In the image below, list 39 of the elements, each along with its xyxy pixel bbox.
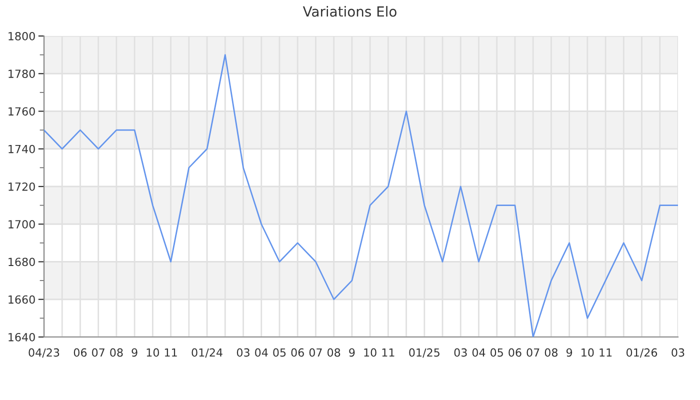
y-tick-label: 1740 <box>8 144 35 154</box>
x-tick-label: 01/26 <box>626 348 658 358</box>
y-tick-label: 1760 <box>8 107 35 116</box>
x-tick-label: 01/24 <box>192 348 222 358</box>
x-tick-label: 08 <box>110 348 123 357</box>
x-tick-label: 9 <box>566 348 572 357</box>
x-tick-label: 07 <box>526 348 540 357</box>
y-tick-label: 1700 <box>8 220 35 229</box>
x-tick-label: 04 <box>472 348 486 357</box>
x-tick-label: 11 <box>382 348 394 357</box>
x-tick-label: 04 <box>255 348 268 357</box>
x-tick-label: 07 <box>92 348 104 357</box>
x-tick-label: 08 <box>327 348 340 357</box>
x-tick-label: 9 <box>349 348 355 357</box>
x-tick-label: 05 <box>273 348 286 357</box>
x-tick-label: 11 <box>600 348 612 357</box>
x-tick-label: 05 <box>490 348 503 357</box>
y-tick-label: 1720 <box>8 182 35 191</box>
y-tick-label: 1680 <box>8 258 35 266</box>
x-tick-label: 10 <box>582 348 594 357</box>
x-tick-label: 10 <box>146 348 160 357</box>
chart-title: Variations Elo <box>302 6 396 17</box>
x-tick-label: 03 <box>454 348 467 357</box>
y-tick-label: 1660 <box>8 295 35 304</box>
x-tick-label: 9 <box>132 348 138 357</box>
x-tick-label: 06 <box>291 348 304 357</box>
x-tick-label: 06 <box>74 348 87 357</box>
y-tick-label: 1640 <box>8 332 35 342</box>
x-tick-label: 03 <box>672 348 684 357</box>
x-tick-label: 11 <box>164 348 177 357</box>
y-tick-label: 1780 <box>8 70 35 78</box>
x-tick-label: 06 <box>508 348 522 357</box>
y-tick-label: 1800 <box>8 32 35 40</box>
x-tick-label: 10 <box>364 348 376 357</box>
x-tick-label: 07 <box>309 348 322 357</box>
x-tick-label: 04/23 <box>28 348 60 358</box>
x-tick-label: 08 <box>544 348 558 357</box>
x-tick-label: 03 <box>236 348 250 357</box>
x-tick-label: 01/25 <box>409 348 440 358</box>
